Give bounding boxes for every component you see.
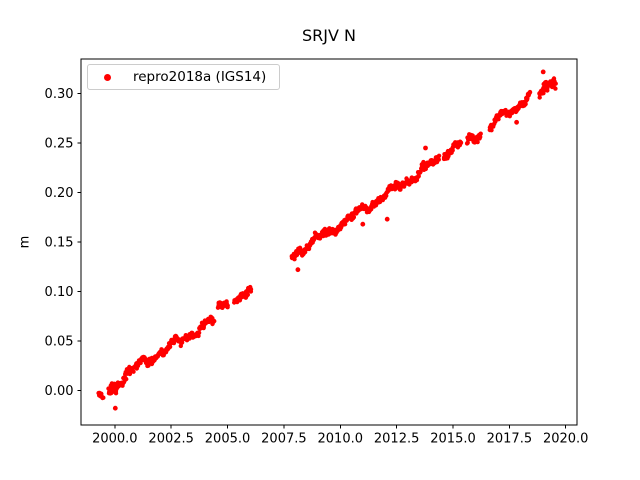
x-tick-label: 2000.0 bbox=[92, 432, 138, 447]
y-tick-label: 0.15 bbox=[45, 236, 74, 251]
y-tick-label: 0.30 bbox=[45, 87, 74, 102]
x-tick-label: 2002.5 bbox=[148, 432, 194, 447]
y-tick-label: 0.05 bbox=[45, 334, 74, 349]
y-tick-label: 0.25 bbox=[45, 137, 74, 152]
scatter-points bbox=[96, 69, 558, 411]
legend-dot-icon bbox=[104, 73, 111, 81]
y-tick-label: 0.00 bbox=[45, 384, 74, 399]
legend-label: repro2018a (IGS14) bbox=[133, 69, 267, 85]
x-tick-label: 2007.5 bbox=[261, 432, 307, 447]
x-tick-label: 2005.0 bbox=[205, 432, 251, 447]
legend-box: repro2018a (IGS14) bbox=[87, 64, 280, 90]
x-tick-label: 2015.0 bbox=[430, 432, 476, 447]
x-tick-label: 2020.0 bbox=[543, 432, 589, 447]
y-tick-label: 0.10 bbox=[45, 285, 74, 300]
x-tick-label: 2010.0 bbox=[318, 432, 364, 447]
x-tick-label: 2017.5 bbox=[487, 432, 533, 447]
x-tick-label: 2012.5 bbox=[374, 432, 420, 447]
y-tick-label: 0.20 bbox=[45, 186, 74, 201]
chart-title: SRJV N bbox=[302, 26, 356, 45]
y-axis-label: m bbox=[17, 235, 33, 249]
